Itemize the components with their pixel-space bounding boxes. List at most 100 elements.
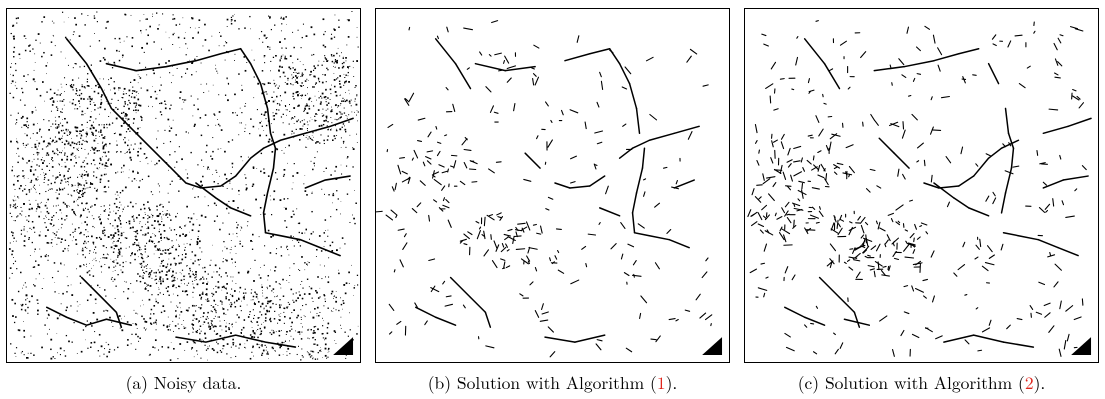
noise-dot xyxy=(245,177,247,179)
noise-dot xyxy=(232,200,235,202)
noise-dot xyxy=(96,318,99,321)
noise-dot xyxy=(322,18,325,21)
crack-segment xyxy=(1010,147,1015,169)
crack-fragment xyxy=(695,293,701,301)
noise-dot xyxy=(263,307,265,309)
noise-dot xyxy=(9,212,11,214)
noise-dot xyxy=(343,82,346,84)
noise-dot xyxy=(48,218,50,221)
noise-dot xyxy=(310,350,312,352)
noise-dot xyxy=(92,311,95,314)
noise-dot xyxy=(53,205,54,207)
noise-dot xyxy=(100,214,102,215)
noise-dot xyxy=(33,354,35,356)
algorithm-reference-link[interactable]: 2 xyxy=(1024,370,1034,395)
noise-dot xyxy=(176,305,178,307)
noise-dot xyxy=(177,278,178,280)
noise-dot xyxy=(118,218,120,220)
noise-dot xyxy=(147,221,149,223)
noise-dot xyxy=(229,183,231,184)
noise-dot xyxy=(92,159,95,162)
noise-dot xyxy=(77,205,79,207)
noise-dot xyxy=(147,226,150,229)
noise-dot xyxy=(19,99,22,101)
noise-dot xyxy=(21,87,23,90)
noise-dot xyxy=(290,335,292,337)
noise-dot xyxy=(111,321,113,323)
noise-dot xyxy=(308,338,310,340)
noise-dot xyxy=(252,241,253,242)
noise-dot xyxy=(197,108,199,111)
noise-dot xyxy=(270,140,273,142)
crack-fragment xyxy=(640,295,648,304)
noise-dot xyxy=(238,347,240,349)
noise-dot xyxy=(95,129,97,132)
noise-dot xyxy=(139,104,142,107)
noise-dot xyxy=(107,180,110,182)
noise-dot xyxy=(46,206,48,208)
noise-dot xyxy=(46,165,48,168)
noise-dot xyxy=(217,123,220,126)
noise-dot xyxy=(244,346,246,348)
noise-dot xyxy=(63,77,66,79)
noise-dot xyxy=(185,290,188,292)
noise-dot xyxy=(111,122,114,124)
algorithm-reference-link[interactable]: 1 xyxy=(656,370,666,395)
crack-fragment xyxy=(988,254,995,259)
noise-dot xyxy=(141,116,143,119)
noise-dot xyxy=(82,208,84,210)
noise-dot xyxy=(93,17,96,19)
crack-fragment xyxy=(393,269,396,273)
noise-dot xyxy=(192,291,194,293)
noise-dot xyxy=(75,93,77,95)
noise-dot xyxy=(25,38,27,39)
noise-dot xyxy=(24,133,26,135)
noise-dot xyxy=(113,261,115,263)
noise-dot xyxy=(305,35,308,37)
noise-dot xyxy=(71,185,73,187)
noise-dot xyxy=(133,178,136,180)
noise-dot xyxy=(35,199,37,201)
noise-dot xyxy=(215,204,217,206)
noise-dot xyxy=(161,220,163,223)
crack-fragment xyxy=(765,276,769,279)
noise-dot xyxy=(71,341,73,343)
noise-dot xyxy=(93,265,94,267)
noise-dot xyxy=(259,327,261,330)
noise-dot xyxy=(31,161,33,163)
noise-dot xyxy=(198,328,200,330)
crack-fragment xyxy=(807,78,810,84)
noise-dot xyxy=(83,234,85,236)
noise-dot xyxy=(29,169,32,171)
noise-dot xyxy=(44,255,47,258)
noise-dot xyxy=(188,333,190,335)
noise-dot xyxy=(212,293,215,296)
crack-fragment xyxy=(401,177,411,183)
noise-dot xyxy=(56,197,59,200)
noise-dot xyxy=(77,176,79,178)
crack-fragment xyxy=(441,185,446,191)
crack-fragment xyxy=(533,44,540,49)
noise-dot xyxy=(78,183,81,186)
noise-dot xyxy=(91,124,93,127)
noise-dot xyxy=(84,240,86,243)
noise-dot xyxy=(79,304,81,306)
noise-dot xyxy=(266,296,268,299)
noise-dot xyxy=(200,83,202,85)
noise-dot xyxy=(34,106,36,108)
noise-dot xyxy=(142,234,144,236)
noise-dot xyxy=(215,325,217,328)
noise-dot xyxy=(281,66,283,68)
noise-dot xyxy=(157,249,160,251)
noise-dot xyxy=(261,70,264,72)
noise-dot xyxy=(28,215,30,217)
crack-fragment xyxy=(904,229,909,232)
crack-segment xyxy=(1000,192,1007,214)
crack-fragment xyxy=(986,245,993,253)
noise-dot xyxy=(50,357,53,360)
noise-dot xyxy=(56,126,59,129)
noise-dot xyxy=(243,335,245,337)
noise-dot xyxy=(60,111,62,113)
noise-dot xyxy=(146,89,149,92)
crack-fragment xyxy=(812,351,818,355)
